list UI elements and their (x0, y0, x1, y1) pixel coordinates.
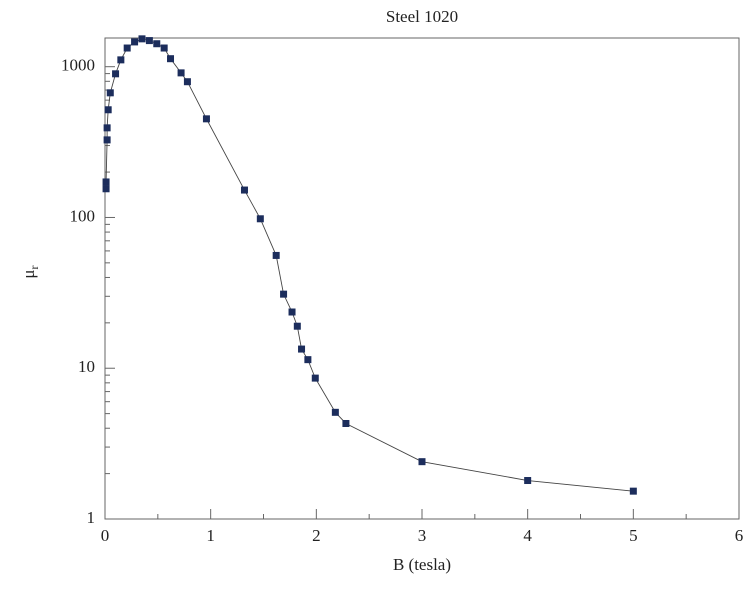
y-axis-label: μr (19, 265, 41, 278)
y-tick-label: 10 (78, 357, 95, 376)
point (183, 78, 191, 86)
x-tick-label: 1 (206, 526, 215, 545)
y-tick-label: 1000 (61, 56, 95, 75)
point (117, 56, 125, 64)
point (629, 487, 637, 495)
point (106, 89, 114, 97)
chart-title: Steel 1020 (386, 7, 458, 26)
x-tick-label: 5 (629, 526, 638, 545)
point (288, 308, 296, 316)
x-axis-label: B (tesla) (393, 555, 451, 574)
point (160, 44, 168, 52)
x-tick-label: 6 (735, 526, 744, 545)
point (104, 106, 112, 114)
point (138, 35, 146, 43)
point (293, 322, 301, 330)
curve (105, 38, 634, 492)
point (298, 345, 306, 353)
plot-frame (104, 37, 740, 520)
point (102, 185, 110, 193)
point (256, 215, 264, 223)
x-tick-label: 3 (418, 526, 427, 545)
point (342, 419, 350, 427)
x-tick-label: 0 (101, 526, 110, 545)
point (524, 477, 532, 485)
point (153, 40, 161, 48)
point (131, 38, 139, 46)
point (103, 124, 111, 132)
point (103, 136, 111, 144)
x-tick-label: 2 (312, 526, 321, 545)
y-tick-label: 1 (87, 508, 96, 527)
point (311, 374, 319, 382)
y-label-subscript: r (27, 265, 41, 269)
point (202, 115, 210, 123)
x-tick-label: 4 (523, 526, 532, 545)
point (123, 44, 131, 52)
point (331, 408, 339, 416)
point (418, 458, 426, 466)
point (240, 186, 248, 194)
point (177, 69, 185, 77)
point (304, 356, 312, 364)
point (112, 70, 120, 78)
point (102, 178, 110, 186)
point (272, 251, 280, 259)
point (145, 37, 153, 45)
y-label-symbol: μ (19, 269, 38, 278)
point (167, 55, 175, 63)
point (280, 290, 288, 298)
y-tick-label: 100 (70, 206, 96, 225)
